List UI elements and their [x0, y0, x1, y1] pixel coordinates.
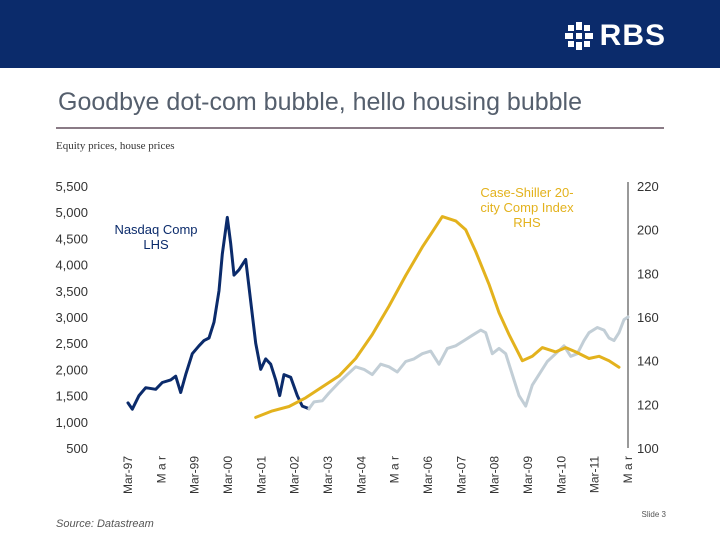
annotation-label: city Comp Index: [480, 200, 574, 215]
page-title: Goodbye dot-com bubble, hello housing bu…: [58, 88, 582, 116]
source-note: Source: Datastream: [56, 518, 154, 530]
series-line-nasdaq-pre-2002: [126, 215, 311, 411]
x-tick-label: Mar-99: [188, 456, 202, 494]
y-left-tick-label: 5,000: [55, 205, 88, 220]
series-line-nasdaq-post-2002: [307, 315, 630, 411]
x-tick-label: M a r: [388, 456, 402, 483]
x-tick-label: M a r: [621, 456, 635, 483]
x-tick-label: M a r: [154, 456, 168, 483]
y-left-tick-label: 2,500: [55, 336, 88, 351]
title-divider: [56, 127, 664, 129]
y-left-tick-label: 1,500: [55, 389, 88, 404]
y-left-tick-label: 5,500: [55, 179, 88, 194]
brand-name: RBS: [599, 19, 666, 52]
slide-number: Slide 3: [641, 510, 666, 519]
x-tick-label: Mar-02: [288, 456, 302, 494]
y-left-tick-label: 3,500: [55, 284, 88, 299]
x-tick-label: Mar-04: [354, 456, 368, 494]
daisy-wheel-icon: [564, 22, 593, 50]
annotation-label: LHS: [143, 237, 169, 252]
y-right-tick-label: 120: [637, 397, 659, 412]
y-left-tick-label: 500: [66, 441, 88, 456]
y-left-tick-label: 2,000: [55, 362, 88, 377]
x-tick-label: Mar-00: [221, 456, 235, 494]
x-tick-label: Mar-03: [321, 456, 335, 494]
annotation-label: Nasdaq Comp: [114, 222, 197, 237]
y-right-tick-label: 220: [637, 179, 659, 194]
x-tick-label: Mar-06: [421, 456, 435, 494]
header-bar: RBS: [0, 0, 720, 68]
y-right-tick-label: 160: [637, 310, 659, 325]
x-tick-label: Mar-97: [121, 456, 135, 494]
x-tick-label: Mar-11: [588, 456, 602, 493]
y-right-tick-label: 100: [637, 441, 659, 456]
y-left-tick-label: 4,500: [55, 231, 88, 246]
x-tick-label: Mar-09: [521, 456, 535, 494]
chart-subtitle: Equity prices, house prices: [56, 140, 175, 152]
brand-logo: RBS: [564, 19, 666, 52]
series-line-case-shiller: [254, 215, 621, 419]
y-right-tick-label: 200: [637, 223, 659, 238]
annotation-label: Case-Shiller 20-: [480, 185, 573, 200]
y-left-tick-label: 4,000: [55, 258, 88, 273]
x-tick-label: Mar-08: [488, 456, 502, 494]
x-tick-label: Mar-07: [454, 456, 468, 494]
x-tick-label: Mar-01: [254, 456, 268, 494]
y-left-tick-label: 1,000: [55, 415, 88, 430]
annotation-label: RHS: [513, 215, 541, 230]
x-tick-label: Mar-10: [554, 456, 568, 494]
y-right-tick-label: 180: [637, 266, 659, 281]
y-right-tick-label: 140: [637, 354, 659, 369]
y-left-tick-label: 3,000: [55, 310, 88, 325]
